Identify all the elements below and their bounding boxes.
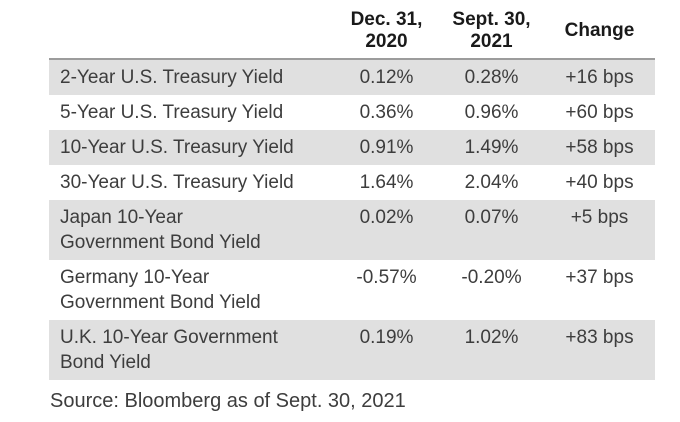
bond-yield-table: Dec. 31, 2020 Sept. 30, 2021 Change 2-Ye… bbox=[49, 9, 655, 380]
table-row-5yr-us-treasury: 5-Year U.S. Treasury Yield 0.36% 0.96% +… bbox=[49, 95, 655, 130]
table-row-30yr-us-treasury: 30-Year U.S. Treasury Yield 1.64% 2.04% … bbox=[49, 165, 655, 200]
header-sept-30-2021-line1: Sept. 30, bbox=[452, 9, 531, 30]
value-change: +40 bps bbox=[565, 172, 634, 193]
value-sept-2021: 0.07% bbox=[464, 207, 519, 228]
value-dec-2020: -0.57% bbox=[356, 267, 417, 288]
row-label: 30-Year U.S. Treasury Yield bbox=[60, 172, 294, 193]
row-label: 5-Year U.S. Treasury Yield bbox=[60, 102, 284, 123]
value-dec-2020: 0.19% bbox=[359, 327, 414, 348]
table-row-10yr-us-treasury: 10-Year U.S. Treasury Yield 0.91% 1.49% … bbox=[49, 130, 655, 165]
row-label: Germany 10-Year Government Bond Yield bbox=[60, 267, 261, 313]
value-sept-2021: -0.20% bbox=[461, 267, 522, 288]
table-row-germany-10yr: Germany 10-Year Government Bond Yield -0… bbox=[49, 260, 655, 320]
table-row-uk-10yr: U.K. 10-Year Government Bond Yield 0.19%… bbox=[49, 320, 655, 380]
row-label: Japan 10-Year Government Bond Yield bbox=[60, 207, 261, 253]
value-change: +5 bps bbox=[570, 207, 629, 228]
value-sept-2021: 2.04% bbox=[464, 172, 519, 193]
header-change: Change bbox=[564, 20, 635, 41]
value-change: +83 bps bbox=[565, 327, 634, 348]
value-dec-2020: 0.12% bbox=[359, 67, 414, 88]
row-label: 2-Year U.S. Treasury Yield bbox=[60, 67, 284, 88]
value-change: +37 bps bbox=[565, 267, 634, 288]
value-change: +60 bps bbox=[565, 102, 634, 123]
row-label: 10-Year U.S. Treasury Yield bbox=[60, 137, 294, 158]
table-header-row: Dec. 31, 2020 Sept. 30, 2021 Change bbox=[49, 9, 655, 58]
value-dec-2020: 0.02% bbox=[359, 207, 414, 228]
value-dec-2020: 1.64% bbox=[359, 172, 414, 193]
table-body: 2-Year U.S. Treasury Yield 0.12% 0.28% +… bbox=[49, 58, 655, 380]
value-change: +16 bps bbox=[565, 67, 634, 88]
header-dec-31-2020-line2: 2020 bbox=[365, 31, 408, 52]
header-dec-31-2020: Dec. 31, 2020 bbox=[334, 9, 439, 53]
header-sept-30-2021-line2: 2021 bbox=[470, 31, 513, 52]
value-sept-2021: 1.49% bbox=[464, 137, 519, 158]
value-dec-2020: 0.91% bbox=[359, 137, 414, 158]
value-dec-2020: 0.36% bbox=[359, 102, 414, 123]
value-sept-2021: 1.02% bbox=[464, 327, 519, 348]
value-change: +58 bps bbox=[565, 137, 634, 158]
value-sept-2021: 0.28% bbox=[464, 67, 519, 88]
row-label: U.K. 10-Year Government Bond Yield bbox=[60, 327, 278, 373]
table-row-2yr-us-treasury: 2-Year U.S. Treasury Yield 0.12% 0.28% +… bbox=[49, 60, 655, 95]
value-sept-2021: 0.96% bbox=[464, 102, 519, 123]
table-row-japan-10yr: Japan 10-Year Government Bond Yield 0.02… bbox=[49, 200, 655, 260]
header-dec-31-2020-line1: Dec. 31, bbox=[350, 9, 423, 30]
source-attribution: Source: Bloomberg as of Sept. 30, 2021 bbox=[50, 390, 406, 412]
header-sept-30-2021: Sept. 30, 2021 bbox=[439, 9, 544, 53]
